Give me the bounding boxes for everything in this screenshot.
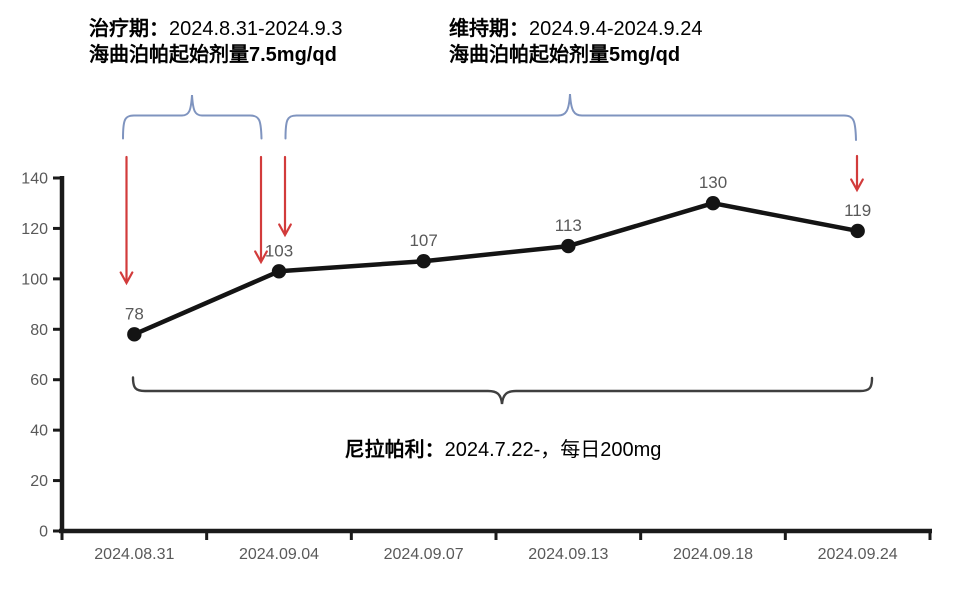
treatment-period-line: 治疗期：2024.8.31-2024.9.3	[89, 16, 343, 42]
x-tick-label: 2024.09.04	[239, 546, 319, 563]
y-tick-label: 0	[39, 524, 48, 541]
niraparib-title: 尼拉帕利：	[344, 439, 445, 461]
y-tick-label: 40	[30, 423, 48, 440]
data-label: 103	[265, 241, 293, 260]
axes: 0 20 40 60 80 100 120 140 2024.08.31 2024.09.04 20…	[21, 171, 932, 563]
data-point	[705, 196, 721, 211]
y-tick-label: 80	[30, 322, 48, 339]
x-tick-label: 2024.09.24	[818, 546, 898, 563]
maintenance-period-title: 维持期：	[449, 18, 529, 40]
maintenance-start-dose-arrow	[278, 155, 292, 238]
data-label: 130	[699, 173, 727, 192]
y-tick-label: 60	[30, 372, 48, 389]
maintenance-period-brace	[284, 93, 857, 141]
niraparib-duration-brace	[131, 376, 874, 405]
data-label: 113	[555, 216, 582, 235]
data-point	[271, 264, 287, 279]
y-tick-label: 20	[30, 473, 48, 490]
treatment-period-dates: 2024.8.31-2024.9.3	[169, 18, 343, 40]
treatment-start-dose-arrow	[119, 155, 134, 286]
y-tick-label: 120	[21, 221, 48, 238]
maintenance-period-dates: 2024.9.4-2024.9.24	[529, 18, 703, 40]
data-label: 119	[844, 201, 871, 220]
x-tick-label: 2024.09.07	[384, 546, 464, 563]
niraparib-annotation: 尼拉帕利：2024.7.22-，每日200mg	[170, 433, 836, 462]
data-point	[850, 223, 865, 239]
maintenance-dose-text: 海曲泊帕起始剂量5mg/qd	[449, 44, 681, 66]
data-label: 107	[409, 231, 437, 250]
treatment-end-dose-arrow	[254, 155, 268, 265]
data-point	[561, 238, 576, 254]
maintenance-period-annotation: 维持期：2024.9.4-2024.9.24 海曲泊帕起始剂量5mg/qd	[449, 16, 703, 68]
data-point	[127, 327, 142, 342]
data-series: 78 103 107 113 130 119	[125, 173, 871, 342]
treatment-period-title: 治疗期：	[89, 18, 169, 40]
treatment-period-brace	[122, 94, 263, 140]
y-tick-label: 100	[21, 271, 48, 288]
treatment-period-annotation: 治疗期：2024.8.31-2024.9.3 海曲泊帕起始剂量7.5mg/qd	[89, 16, 343, 68]
x-tick-label: 2024.09.18	[673, 546, 753, 563]
data-point	[416, 254, 431, 269]
treatment-dose-text: 海曲泊帕起始剂量7.5mg/qd	[89, 44, 337, 66]
niraparib-detail: 2024.7.22-，每日200mg	[444, 439, 662, 461]
x-tick-label: 2024.08.31	[94, 546, 174, 563]
data-label: 78	[125, 304, 144, 323]
maintenance-end-dose-arrow	[850, 154, 864, 193]
series-line	[132, 200, 860, 337]
maintenance-period-line: 维持期：2024.9.4-2024.9.24	[449, 16, 703, 42]
y-tick-label: 140	[21, 171, 48, 188]
x-tick-label: 2024.09.13	[528, 546, 608, 563]
